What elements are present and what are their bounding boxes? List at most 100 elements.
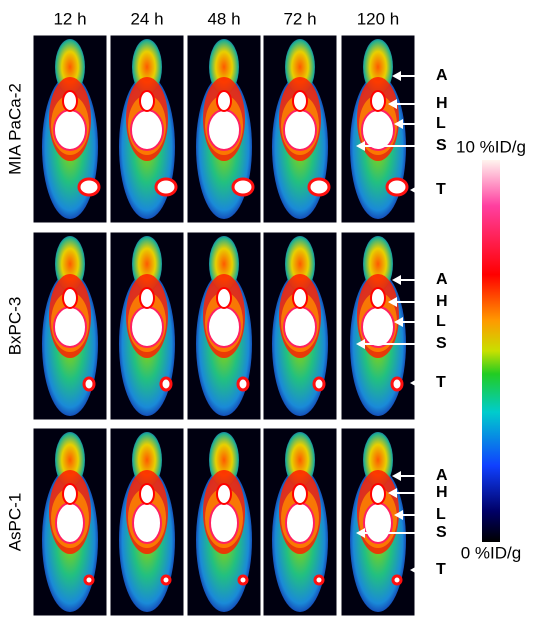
arrow-head (356, 141, 365, 151)
heart (139, 483, 155, 505)
tumor (154, 177, 178, 197)
pet-image (32, 427, 108, 617)
panel-border (32, 34, 108, 224)
liver (361, 109, 395, 151)
tumor (237, 574, 249, 586)
heart (216, 90, 232, 112)
row-label: BxPC-3 (5, 297, 24, 356)
pet-image (340, 231, 416, 421)
arrow-head (392, 471, 401, 481)
tumor (231, 177, 255, 197)
pet-image (109, 231, 185, 421)
panel-border (109, 34, 185, 224)
heart (292, 90, 308, 112)
panel-border (340, 427, 416, 617)
tumor (236, 376, 250, 392)
tumor (77, 177, 101, 197)
panel-border (109, 427, 185, 617)
tumor (83, 574, 95, 586)
tumor (82, 376, 96, 392)
heart (370, 287, 386, 309)
heart (216, 287, 232, 309)
panel-border (262, 34, 338, 224)
heart (370, 483, 386, 505)
colorbar-max-label: 10 %ID/g (456, 137, 526, 156)
row-label: MIA PaCa-2 (5, 83, 24, 175)
panel-border (340, 231, 416, 421)
panel-border (340, 34, 416, 224)
pet-image (32, 231, 108, 421)
tumor (385, 177, 409, 197)
heart (62, 287, 78, 309)
panel-border (186, 427, 262, 617)
annotation-label: T (436, 561, 446, 578)
pet-image (109, 427, 185, 617)
liver (53, 306, 87, 348)
pet-image (340, 427, 416, 617)
annotation-label: T (436, 374, 446, 391)
annotation-label: S (436, 137, 447, 154)
arrow-head (394, 510, 403, 520)
heart (62, 483, 78, 505)
liver (207, 306, 241, 348)
annotation-label: T (436, 181, 446, 198)
arrow-head (410, 185, 419, 195)
pet-image (186, 34, 262, 224)
pet-image (32, 34, 108, 224)
heart (216, 483, 232, 505)
annotation-label: L (436, 506, 446, 523)
arrow-head (410, 378, 419, 388)
heart (139, 287, 155, 309)
tumor (312, 376, 326, 392)
arrow-head (388, 488, 397, 498)
tumor (313, 574, 325, 586)
arrow-head (356, 339, 365, 349)
heart (139, 90, 155, 112)
row-label: AsPC-1 (5, 493, 24, 552)
arrow-head (388, 99, 397, 109)
liver (283, 109, 317, 151)
image-grid (32, 34, 416, 617)
colorbar (482, 160, 500, 542)
pet-image (109, 34, 185, 224)
colorbar-min-label: 0 %ID/g (461, 543, 521, 562)
heart (292, 287, 308, 309)
panel-border (186, 34, 262, 224)
heart (62, 90, 78, 112)
annotation-label: A (436, 67, 448, 84)
liver (283, 306, 317, 348)
heart (292, 483, 308, 505)
column-header: 120 h (357, 9, 400, 28)
liver (130, 306, 164, 348)
liver (132, 502, 162, 544)
pet-image (262, 231, 338, 421)
arrow-head (356, 528, 365, 538)
pet-image (186, 231, 262, 421)
panel-border (262, 231, 338, 421)
panel-border (32, 427, 108, 617)
annotation-label: H (436, 293, 448, 310)
pet-image (262, 34, 338, 224)
arrow-head (410, 565, 419, 575)
tumor (160, 574, 172, 586)
panel-border (186, 231, 262, 421)
arrow-head (392, 275, 401, 285)
arrow-head (394, 119, 403, 129)
liver (285, 502, 315, 544)
annotation-label: L (436, 313, 446, 330)
arrow-head (392, 71, 401, 81)
liver (207, 109, 241, 151)
annotation-label: A (436, 271, 448, 288)
column-header: 48 h (207, 9, 240, 28)
pet-image (186, 427, 262, 617)
liver (209, 502, 239, 544)
tumor (159, 376, 173, 392)
column-header: 12 h (53, 9, 86, 28)
panel-border (32, 231, 108, 421)
pet-image (340, 34, 416, 224)
annotation-label: A (436, 467, 448, 484)
arrow-head (394, 317, 403, 327)
pet-image (262, 427, 338, 617)
annotation-label: H (436, 484, 448, 501)
